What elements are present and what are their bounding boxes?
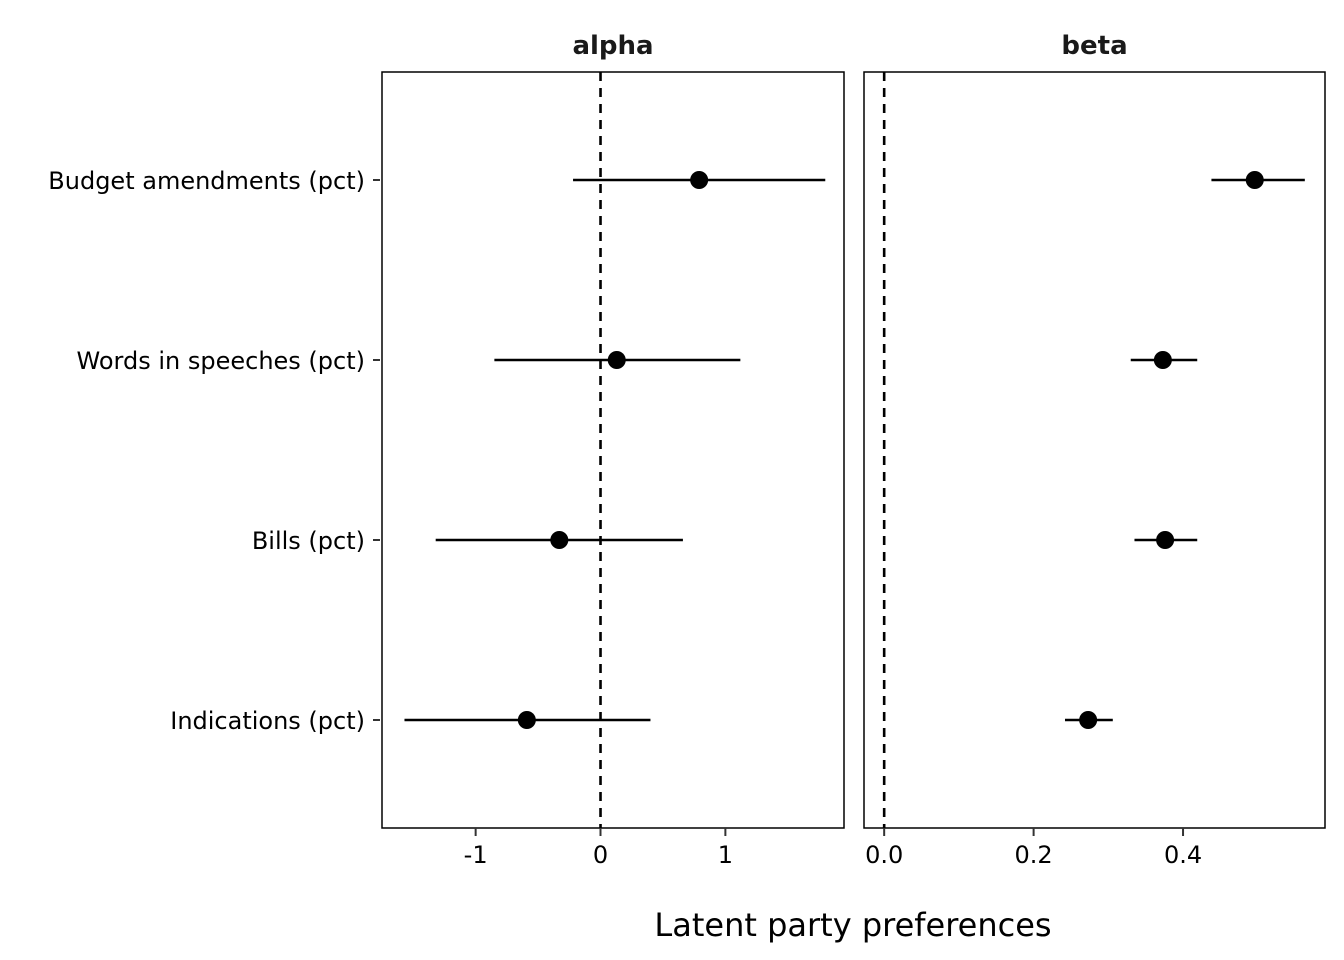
estimate-point <box>607 351 626 369</box>
estimate-point <box>690 171 709 189</box>
x-tick-label: 0.0 <box>865 841 903 869</box>
facet-panels: alpha -1 0 1 beta 0.0 0.2 0.4 <box>381 31 1326 869</box>
panel-border <box>381 71 845 829</box>
facet-panel-beta: beta 0.0 0.2 0.4 <box>863 31 1326 869</box>
y-axis: Budget amendments (pct) Words in speeches… <box>48 167 380 735</box>
estimate-point <box>1153 351 1172 369</box>
estimate-point <box>550 531 569 549</box>
facet-title: beta <box>1061 31 1127 61</box>
estimate-point <box>517 711 536 729</box>
facet-panel-alpha: alpha -1 0 1 <box>381 31 845 869</box>
panel-border <box>863 71 1326 829</box>
estimate-point <box>1245 171 1264 189</box>
y-tick-label: Budget amendments (pct) <box>48 167 365 195</box>
x-tick-label: 0.4 <box>1164 841 1202 869</box>
y-tick-label: Words in speeches (pct) <box>77 347 365 375</box>
x-axis-title: Latent party preferences <box>654 906 1051 944</box>
x-tick-label: -1 <box>464 841 488 869</box>
y-tick-label: Indications (pct) <box>170 707 365 735</box>
estimate-point <box>1156 531 1175 549</box>
y-tick-label: Bills (pct) <box>252 527 365 555</box>
estimate-point <box>1079 711 1098 729</box>
x-tick-label: 1 <box>718 841 733 869</box>
x-tick-label: 0.2 <box>1015 841 1053 869</box>
facet-title: alpha <box>572 31 653 61</box>
x-tick-label: 0 <box>593 841 608 869</box>
